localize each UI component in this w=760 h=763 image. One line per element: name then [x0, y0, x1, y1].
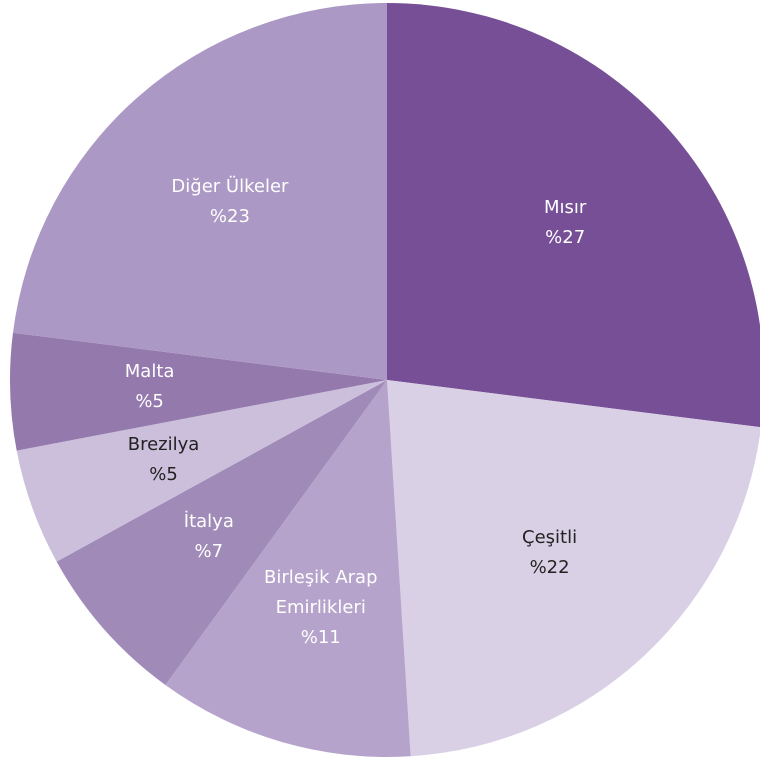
pie-slice: [165, 380, 411, 757]
slice-name: Brezilya: [127, 434, 200, 456]
slice-value: %5: [149, 464, 178, 486]
pie-slice: [12, 3, 388, 380]
slice-label: İtalya %7: [184, 507, 234, 567]
slice-value: %22: [529, 557, 570, 579]
slice-label: Malta %5: [125, 357, 175, 417]
slice-label: Birleşik Arap Emirlikleri %11: [241, 563, 401, 653]
slice-label: Mısır %27: [544, 193, 586, 253]
slice-label: Çeşitli %22: [522, 523, 577, 583]
pie-slice: [387, 380, 760, 757]
slice-name: Diğer Ülkeler: [171, 175, 289, 197]
slice-label: Diğer Ülkeler %23: [171, 172, 288, 232]
slice-label: Brezilya %5: [128, 430, 200, 490]
slice-name: Malta: [124, 361, 175, 383]
slice-name: İtalya: [183, 511, 234, 533]
slice-value: %27: [545, 226, 586, 248]
slice-value: %7: [194, 541, 224, 563]
slice-value: %5: [135, 391, 164, 413]
pie-slice: [56, 380, 387, 685]
slice-value: %23: [209, 205, 250, 227]
pie-slice: [9, 332, 388, 451]
slice-name: Çeşitli: [522, 527, 578, 549]
slice-name: Mısır: [544, 196, 587, 218]
slice-value: %11: [300, 627, 341, 649]
pie-slice: [387, 3, 760, 428]
slice-name: Birleşik Arap Emirlikleri: [263, 567, 378, 619]
pie-slice: [16, 380, 388, 562]
